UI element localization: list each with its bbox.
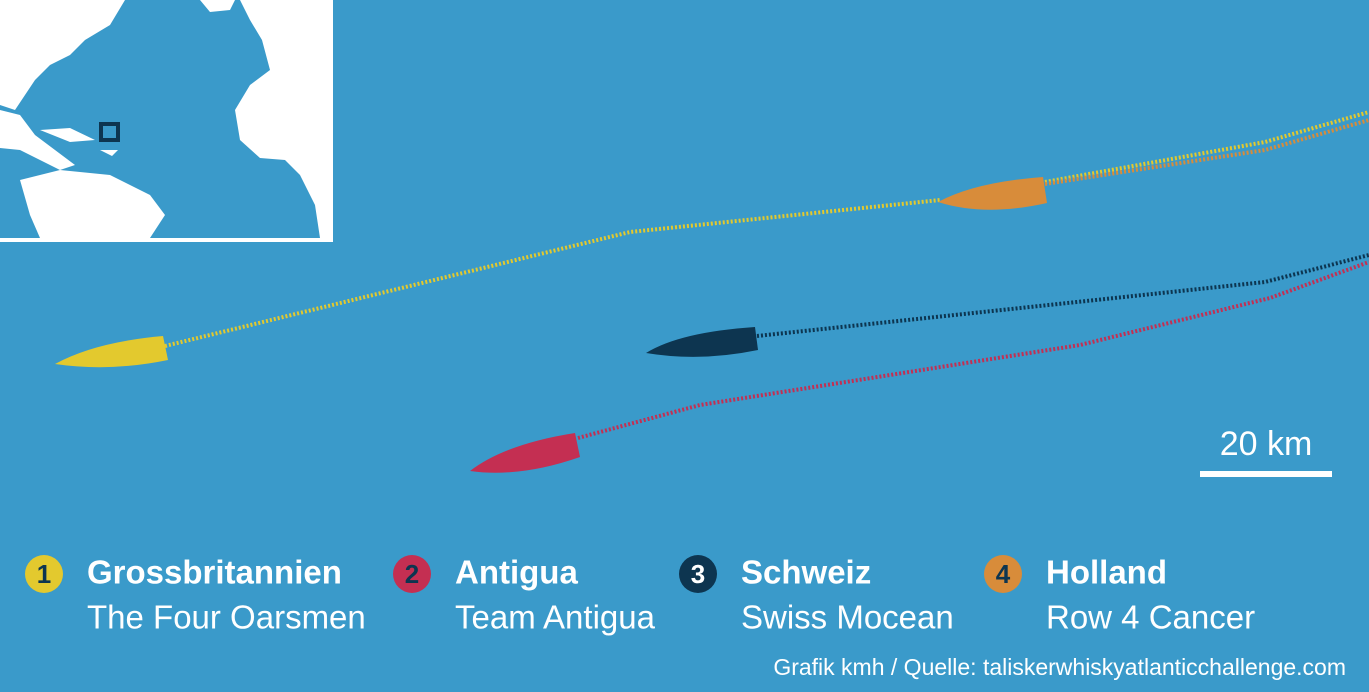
- team: Row 4 Cancer: [1046, 599, 1255, 636]
- rank-number: 2: [405, 559, 419, 589]
- country: Holland: [1046, 554, 1167, 591]
- country: Grossbritannien: [87, 554, 342, 591]
- boat: [55, 336, 168, 368]
- rank-badge: [393, 555, 431, 593]
- boat: [938, 177, 1047, 210]
- source: Grafik kmh / Quelle: taliskerwhiskyatlan…: [773, 654, 1346, 680]
- team: The Four Oarsmen: [87, 599, 366, 636]
- team: Team Antigua: [455, 599, 656, 636]
- inset-map: [0, 0, 333, 242]
- team: Swiss Mocean: [741, 599, 954, 636]
- rank-badge: [984, 555, 1022, 593]
- country: Schweiz: [741, 554, 871, 591]
- boat: [470, 433, 580, 473]
- rank-number: 1: [37, 559, 51, 589]
- rank-number: 4: [996, 559, 1011, 589]
- rank-badge: [25, 555, 63, 593]
- rank-badge: [679, 555, 717, 593]
- boat: [646, 327, 758, 357]
- scale-bar: [1200, 471, 1332, 477]
- rank-number: 3: [691, 559, 705, 589]
- track: [577, 260, 1369, 440]
- scale-label: 20 km: [1220, 425, 1313, 463]
- legend: 1 Grossbritannien The Four Oarsmen 2 Antigua…: [25, 554, 1255, 636]
- country: Antigua: [455, 554, 578, 591]
